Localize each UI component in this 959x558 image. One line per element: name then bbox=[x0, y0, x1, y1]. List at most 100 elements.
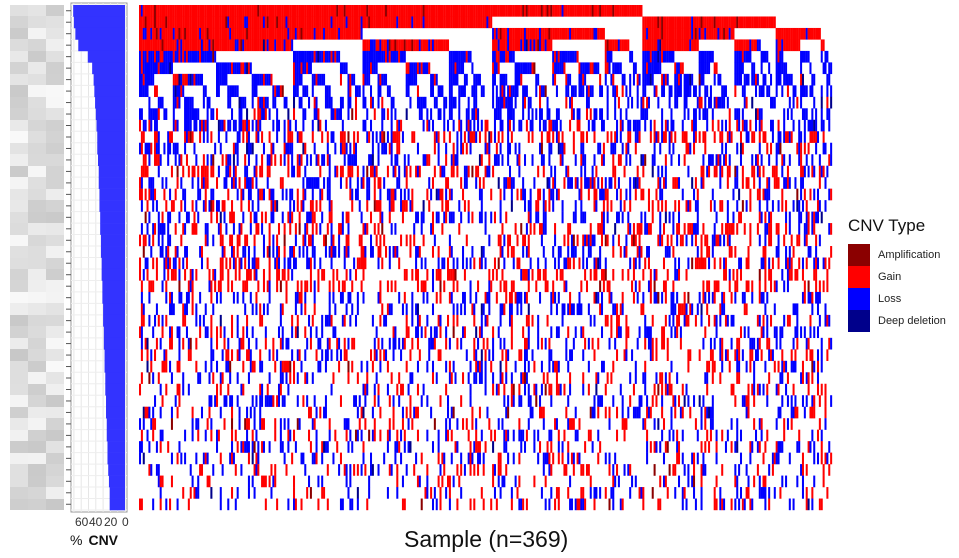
cell-loss bbox=[364, 395, 367, 407]
cell-gain bbox=[219, 39, 222, 52]
cell-loss bbox=[477, 73, 480, 86]
cell-gain bbox=[433, 5, 436, 17]
cell-loss bbox=[294, 119, 297, 132]
cell-loss bbox=[495, 62, 498, 75]
cell-loss bbox=[392, 349, 395, 361]
cell-loss bbox=[447, 119, 450, 132]
cell-loss bbox=[634, 62, 637, 75]
obscured-label-cell bbox=[10, 383, 28, 396]
cell-gain bbox=[685, 16, 688, 29]
cell-loss bbox=[616, 211, 619, 224]
cell-gain bbox=[232, 16, 235, 29]
cell-gain bbox=[475, 360, 478, 373]
cell-gain bbox=[231, 429, 234, 442]
cell-gain bbox=[572, 464, 575, 476]
cell-gain bbox=[379, 5, 382, 17]
cell-loss bbox=[674, 395, 677, 407]
cell-gain bbox=[375, 165, 378, 178]
obscured-label-cell bbox=[10, 395, 28, 408]
cell-gain bbox=[170, 475, 173, 488]
cell-gain bbox=[681, 234, 684, 247]
cell-amplification bbox=[388, 39, 391, 52]
cell-loss bbox=[345, 464, 348, 476]
cell-loss bbox=[251, 475, 254, 488]
cell-gain bbox=[178, 360, 181, 373]
cell-loss bbox=[238, 119, 241, 132]
cell-loss bbox=[221, 464, 224, 476]
cell-loss bbox=[655, 441, 658, 453]
cnv-bar bbox=[98, 177, 125, 189]
cell-loss bbox=[587, 360, 590, 373]
cell-gain bbox=[433, 39, 436, 52]
cell-loss bbox=[632, 73, 635, 86]
cell-loss bbox=[569, 349, 572, 361]
cell-amplification bbox=[240, 39, 243, 52]
cell-loss bbox=[621, 73, 624, 86]
cell-gain bbox=[493, 211, 496, 224]
cell-loss bbox=[602, 211, 605, 224]
cell-gain bbox=[317, 27, 320, 40]
cell-deep-deletion bbox=[480, 303, 483, 316]
obscured-label-cell bbox=[10, 268, 28, 281]
cell-gain bbox=[165, 280, 168, 293]
cell-loss bbox=[452, 96, 455, 109]
obscured-label-cell bbox=[10, 303, 28, 316]
cell-loss bbox=[219, 406, 222, 419]
cell-gain bbox=[627, 223, 630, 235]
cell-gain bbox=[169, 39, 172, 52]
cell-loss bbox=[195, 50, 198, 63]
cell-gain bbox=[473, 464, 476, 476]
cell-gain bbox=[424, 16, 427, 29]
cell-loss bbox=[308, 211, 311, 224]
cell-loss bbox=[351, 303, 354, 316]
cell-gain bbox=[415, 5, 418, 17]
cell-gain bbox=[477, 280, 480, 293]
cell-gain bbox=[599, 73, 602, 86]
cell-gain bbox=[328, 418, 331, 430]
cell-loss bbox=[435, 211, 438, 224]
cell-loss bbox=[463, 165, 466, 178]
cell-gain bbox=[405, 62, 408, 75]
cell-loss bbox=[559, 383, 562, 396]
cell-gain bbox=[580, 280, 583, 293]
cell-gain bbox=[272, 5, 275, 17]
cell-gain bbox=[554, 418, 557, 430]
cell-gain bbox=[552, 27, 555, 40]
cell-gain bbox=[655, 39, 658, 52]
obscured-label-cell bbox=[46, 246, 64, 258]
cell-amplification bbox=[546, 5, 549, 17]
cell-loss bbox=[266, 73, 269, 86]
cell-gain bbox=[232, 27, 235, 40]
cell-deep-deletion bbox=[659, 39, 662, 52]
cell-loss bbox=[375, 372, 378, 384]
cell-gain bbox=[247, 27, 250, 40]
cell-gain bbox=[229, 39, 232, 52]
cnv-bar bbox=[96, 119, 125, 132]
cell-gain bbox=[225, 154, 228, 166]
cell-gain bbox=[400, 234, 403, 247]
cell-loss bbox=[593, 395, 596, 407]
cell-loss bbox=[649, 326, 652, 339]
cell-loss bbox=[298, 96, 301, 109]
cell-gain bbox=[165, 383, 168, 396]
cell-gain bbox=[247, 5, 250, 17]
cell-gain bbox=[693, 16, 696, 29]
cell-loss bbox=[505, 441, 508, 453]
cell-loss bbox=[450, 406, 453, 419]
cell-amplification bbox=[403, 39, 406, 52]
cell-loss bbox=[356, 177, 359, 189]
cell-gain bbox=[309, 268, 312, 281]
cnv-bar bbox=[100, 223, 125, 235]
cell-loss bbox=[550, 188, 553, 201]
cell-gain bbox=[345, 27, 348, 40]
cell-gain bbox=[246, 39, 249, 52]
cell-gain bbox=[172, 16, 175, 29]
cell-loss bbox=[221, 119, 224, 132]
cell-loss bbox=[439, 314, 442, 327]
cell-loss bbox=[140, 108, 143, 120]
cell-amplification bbox=[154, 5, 157, 17]
cell-loss bbox=[291, 39, 294, 52]
cell-gain bbox=[595, 5, 598, 17]
cell-amplification bbox=[668, 464, 671, 476]
cell-gain bbox=[687, 16, 690, 29]
